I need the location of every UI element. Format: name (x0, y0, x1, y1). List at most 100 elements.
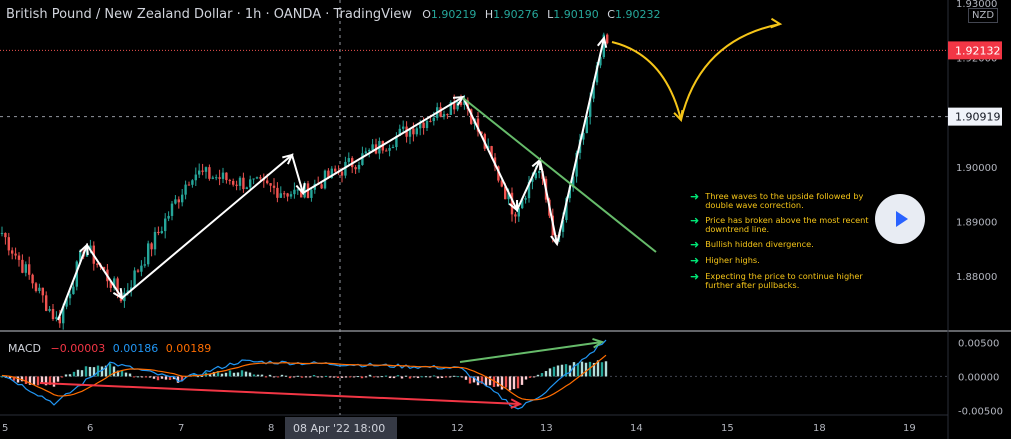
candle-body (276, 187, 279, 198)
macd-histogram-bar (580, 361, 584, 377)
candle-body (497, 166, 500, 181)
wave-arrowhead (295, 182, 306, 196)
candle-body (21, 259, 24, 273)
time-tick-label: 14 (630, 423, 643, 434)
macd-histogram-bar (588, 361, 592, 377)
price-tick-label: 1.88000 (956, 272, 997, 283)
candle-body (293, 189, 296, 195)
macd-histogram-bar (456, 376, 460, 378)
candle-body (279, 193, 282, 198)
macd-histogram-bar (308, 376, 312, 378)
macd-histogram-bar (380, 376, 384, 378)
play-button[interactable] (875, 194, 925, 244)
candle-body (429, 120, 432, 122)
candle-body (41, 287, 44, 296)
macd-histogram-bar (604, 361, 608, 377)
macd-histogram-bar (96, 365, 100, 377)
currency-badge[interactable]: NZD (968, 8, 999, 23)
candle-body (34, 283, 38, 291)
candle-body (14, 253, 17, 256)
macd-histogram-bar (328, 376, 332, 378)
macd-histogram-bar (544, 371, 548, 377)
macd-histogram-bar (428, 376, 432, 378)
candle-body (344, 161, 347, 176)
candle-body (126, 290, 129, 293)
time-tick-label: 5 (2, 423, 8, 434)
macd-histogram-bar (316, 376, 320, 378)
macd-histogram-bar (68, 374, 72, 377)
annotation-text: Three waves to the upside followed by do… (705, 191, 864, 210)
macd-histogram-bar (396, 375, 400, 377)
candle-body (368, 150, 371, 152)
macd-histogram-bar (124, 372, 128, 377)
candle-body (272, 185, 276, 188)
arrow-right-icon: ➜ (690, 214, 700, 227)
macd-tick-label: -0.00500 (958, 407, 1003, 418)
macd-histogram-bar (448, 376, 452, 378)
wave-arrowhead (508, 199, 519, 213)
candle-body (572, 176, 575, 188)
candle-body (160, 231, 163, 234)
candle-body (31, 274, 34, 284)
wave-arrowhead (112, 287, 124, 300)
macd-histogram-bar (408, 376, 412, 379)
macd-histogram-bar (76, 369, 80, 377)
candle-body (456, 101, 459, 110)
candle-body (269, 183, 272, 186)
macd-histogram-bar (272, 376, 276, 378)
symbol-header: British Pound / New Zealand Dollar · 1h … (6, 7, 665, 22)
candle-body (310, 189, 313, 198)
candle-body (140, 265, 143, 272)
macd-histogram-bar (140, 376, 144, 378)
macd-histogram-bar (480, 376, 484, 384)
candle-body (398, 128, 401, 136)
candle-body (507, 192, 510, 200)
candle-body (133, 270, 136, 288)
candle-body (408, 128, 412, 137)
macd-histogram-bar (416, 376, 420, 379)
candle-body (96, 263, 99, 265)
candle-body (592, 82, 595, 99)
macd-histogram-bar (168, 376, 172, 380)
time-tick-label: 6 (87, 423, 93, 434)
macd-line-value: 0.00186 (112, 342, 159, 355)
macd-histogram-bar (468, 376, 472, 384)
macd-histogram-bar (276, 376, 280, 378)
candle-body (449, 102, 452, 115)
macd-histogram-bar (532, 376, 536, 378)
macd-name[interactable]: MACD (8, 342, 41, 355)
projection-arrowhead (673, 109, 684, 123)
candle-body (17, 255, 21, 260)
macd-histogram-bar (572, 362, 576, 377)
candle-body (606, 34, 609, 44)
macd-histogram-bar (312, 374, 316, 377)
annotation-item: ➜ Higher highs. (690, 255, 880, 266)
symbol-title[interactable]: British Pound / New Zealand Dollar · 1h … (6, 7, 413, 22)
macd-histogram-bar (568, 365, 572, 377)
macd-histogram-bar (472, 376, 476, 383)
candle-body (327, 170, 330, 178)
macd-histogram (0, 360, 608, 391)
macd-histogram-bar (464, 376, 468, 380)
open-label: O (422, 8, 431, 21)
macd-histogram-bar (404, 375, 408, 377)
macd-signal-line (1, 354, 607, 401)
candle-body (425, 120, 429, 129)
annotation-text: Higher highs. (705, 255, 760, 265)
candle-body (524, 198, 527, 200)
crosshair-time-label: 08 Apr '22 18:00 (293, 422, 385, 435)
macd-histogram-bar (284, 375, 288, 377)
time-tick-label: 15 (721, 423, 734, 434)
arrow-right-icon: ➜ (690, 270, 700, 283)
candle-body (514, 214, 517, 217)
macd-histogram-bar (324, 375, 328, 377)
macd-histogram-bar (236, 372, 240, 377)
candle-body (442, 114, 446, 117)
price-tick-label: 1.90000 (956, 163, 997, 174)
wave-arrowhead (596, 35, 608, 48)
candle-body (517, 208, 520, 217)
candle-body (364, 151, 367, 154)
candle-body (395, 135, 398, 148)
candle-body (476, 118, 480, 132)
